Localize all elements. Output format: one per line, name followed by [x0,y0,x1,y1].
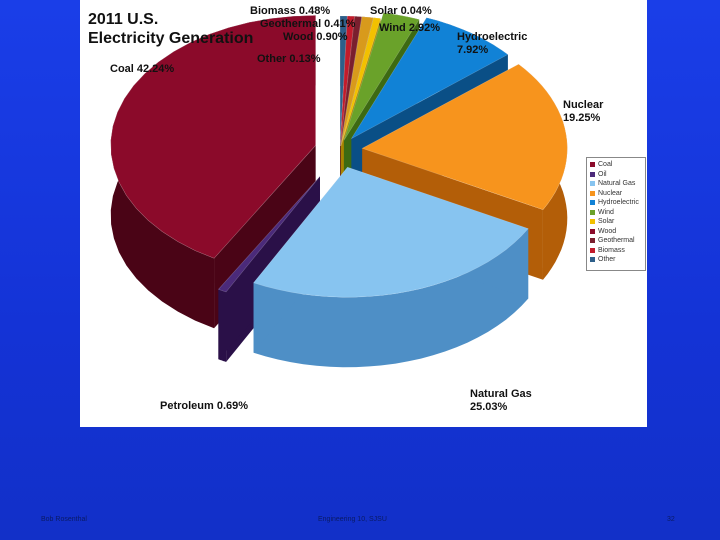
slice-top-geothermal [340,16,363,147]
legend-label: Coal [598,161,613,169]
legend-label: Hydroelectric [598,199,639,207]
slice-top-natural-gas [253,166,529,298]
legend-item-wood: Wood [590,227,645,237]
legend-swatch [590,181,595,187]
footer-author: Bob Rosenthal [41,516,87,523]
legend-swatch [590,228,595,234]
slice-top-nuclear [361,63,568,211]
legend-swatch [590,162,595,168]
footer-page-number: 32 [667,516,675,523]
legend-swatch [590,219,595,225]
legend-label: Other [598,256,616,264]
label-wind: Wind 2.92% [379,22,441,34]
pie-slice-natural-gas [253,166,529,368]
legend-swatch [590,247,595,253]
label-geothermal: Geothermal 0.41% [260,18,356,30]
legend-item-biomass: Biomass [590,246,645,256]
legend-label: Biomass [598,246,625,254]
label-petroleum: Petroleum 0.69% [160,400,249,412]
legend-item-oil: Oil [590,170,645,180]
label-other: Other 0.13% [257,53,321,65]
legend-item-coal: Coal [590,160,645,170]
legend-label: Solar [598,218,615,226]
slice-top-solar [340,17,382,147]
slice-top-hydroelectric [350,17,509,140]
slice-top-other [339,15,348,147]
legend-label: Wood [598,227,617,235]
chart-title: 2011 U.S. Electricity Generation [88,11,254,47]
slice-top-wood [340,16,374,147]
label-wood: Wood 0.90% [283,31,348,43]
slice-top-biomass [339,15,355,147]
legend-label: Oil [598,170,607,178]
legend-swatch [590,257,595,263]
legend-swatch [590,171,595,177]
legend-item-wind: Wind [590,208,645,218]
label-coal: Coal 42.24% [110,63,175,75]
legend-item-nuclear: Nuclear [590,189,645,199]
label-nuclear: Nuclear 19.25% [563,99,604,124]
label-solar: Solar 0.04% [370,5,432,17]
slice-side-natural-gas [253,228,529,368]
slice-top-coal [110,15,316,259]
legend-label: Geothermal [598,237,635,245]
label-natural-gas: Natural Gas 25.03% [470,388,532,413]
label-biomass: Biomass 0.48% [250,5,331,17]
legend-item-geothermal: Geothermal [590,236,645,246]
legend-swatch [590,209,595,215]
legend-swatch [590,238,595,244]
legend-item-other: Other [590,255,645,265]
legend-swatch [590,200,595,206]
legend-label: Nuclear [598,189,623,197]
legend-label: Natural Gas [598,180,636,188]
chart-panel: 2011 U.S. Electricity Generation Coal 42… [80,0,647,427]
slice-top-wind [343,12,420,141]
footer-course: Engineering 10, SJSU [318,516,387,523]
label-hydroelectric: Hydroelectric 7.92% [457,31,528,56]
legend-swatch [590,190,595,196]
slice-top-oil [217,176,321,293]
legend-item-solar: Solar [590,217,645,227]
pie-chart [110,12,568,368]
legend-label: Wind [598,208,614,216]
legend-item-natural-gas: Natural Gas [590,179,645,189]
chart-legend: Coal Oil Natural Gas Nuclear Hydroelectric Wi… [586,157,646,271]
legend-item-hydroelectric: Hydroelectric [590,198,645,208]
